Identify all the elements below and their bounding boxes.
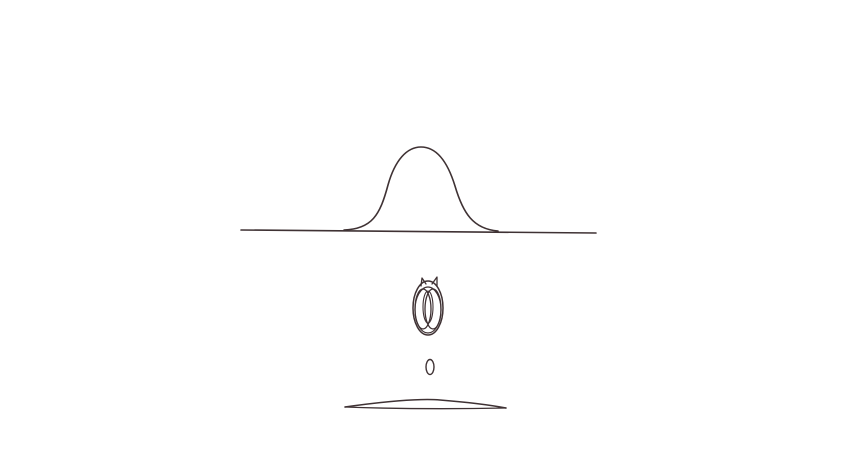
lens-lower-edge [344, 406, 507, 410]
bell-curve-figure [240, 146, 597, 234]
loops-figure [412, 276, 444, 336]
center-loop [422, 290, 434, 324]
lens-figure [344, 398, 507, 410]
left-inner-loop [414, 288, 432, 330]
right-tip [431, 276, 438, 287]
lens-upper-edge [344, 398, 507, 409]
left-tip [420, 277, 427, 287]
small-ellipse [425, 358, 435, 376]
baseline-line [240, 229, 597, 234]
outer-loop [412, 280, 444, 336]
right-inner-loop [424, 288, 442, 330]
bell-curve [343, 146, 499, 232]
